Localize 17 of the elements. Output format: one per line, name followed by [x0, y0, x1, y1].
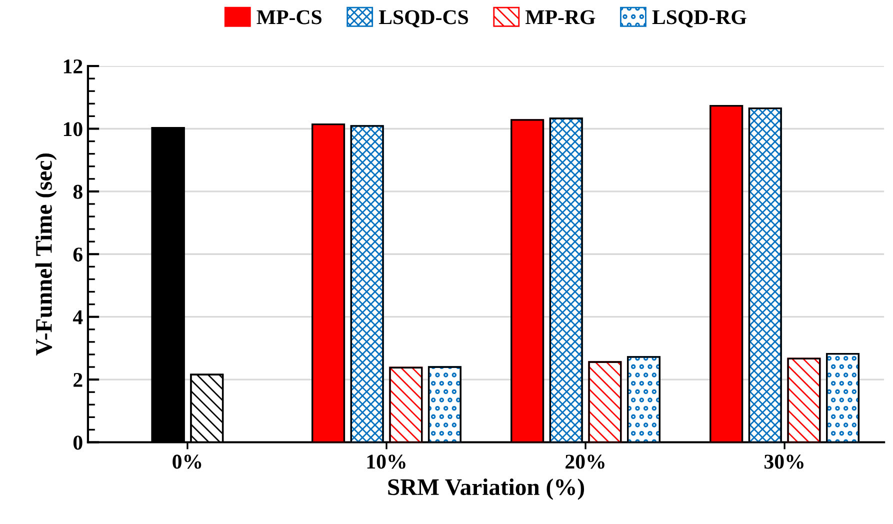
y-axis-title: V-Funnel Time (sec): [35, 154, 57, 356]
x-tick-label: 0%: [172, 454, 202, 469]
legend-label: LSQD-CS: [378, 10, 468, 28]
x-axis-title: SRM Variation (%): [388, 478, 584, 500]
x-tick-label: 10%: [367, 454, 406, 469]
y-tick-label: 8: [73, 184, 82, 199]
x-tick-label: 30%: [764, 454, 804, 469]
y-tick-label: 10: [64, 122, 82, 136]
y-tick-label: 6: [73, 248, 82, 262]
y-tick-label: 4: [72, 310, 83, 324]
legend-label: LSQD-RG: [652, 10, 746, 28]
x-tick-label: 20%: [566, 454, 604, 469]
legend-label: MP-CS: [256, 10, 322, 24]
y-tick-label: 0: [73, 436, 82, 450]
legend-label: MP-RG: [526, 10, 596, 24]
y-tick-label: 12: [64, 59, 82, 74]
y-tick-label: 2: [74, 372, 82, 387]
